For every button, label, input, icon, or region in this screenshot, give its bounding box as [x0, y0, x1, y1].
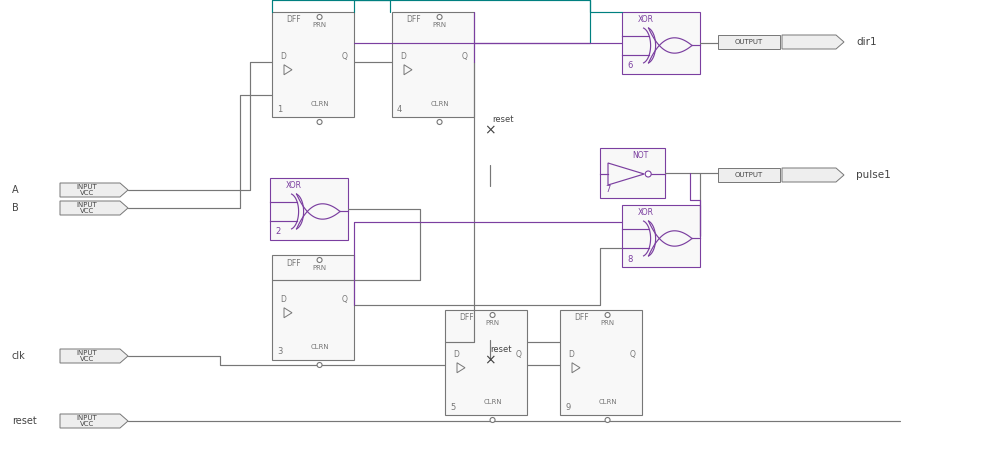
- Text: XOR: XOR: [286, 181, 302, 191]
- Bar: [718, 168, 780, 182]
- Text: dir1: dir1: [856, 37, 877, 47]
- Circle shape: [437, 120, 442, 125]
- Text: 7: 7: [605, 186, 610, 194]
- Text: D: D: [453, 350, 459, 359]
- Text: PRN: PRN: [432, 22, 447, 28]
- Text: Q: Q: [342, 295, 348, 304]
- Bar: [445, 310, 527, 415]
- Text: D: D: [280, 295, 286, 304]
- Text: pulse1: pulse1: [856, 170, 891, 180]
- Polygon shape: [60, 414, 128, 428]
- Text: CLRN: CLRN: [598, 399, 617, 405]
- Bar: [622, 12, 700, 74]
- Text: D: D: [280, 52, 286, 60]
- Circle shape: [490, 418, 495, 423]
- Circle shape: [605, 418, 610, 423]
- Text: PRN: PRN: [312, 22, 327, 28]
- Circle shape: [605, 312, 610, 318]
- Text: ×: ×: [484, 353, 496, 367]
- Text: DFF: DFF: [286, 259, 301, 267]
- Circle shape: [437, 14, 442, 20]
- Text: A: A: [12, 185, 19, 195]
- Text: CLRN: CLRN: [310, 344, 329, 350]
- Text: OUTPUT: OUTPUT: [735, 39, 763, 45]
- Text: reset: reset: [12, 416, 37, 426]
- Text: NOT: NOT: [632, 152, 648, 160]
- Circle shape: [645, 171, 651, 177]
- Text: VCC: VCC: [80, 421, 94, 427]
- Text: 3: 3: [277, 347, 282, 357]
- Text: Q: Q: [630, 350, 636, 359]
- Text: B: B: [12, 203, 19, 213]
- Text: CLRN: CLRN: [430, 101, 449, 107]
- Text: DFF: DFF: [574, 313, 589, 323]
- Text: INPUT: INPUT: [77, 415, 98, 421]
- Text: CLRN: CLRN: [310, 101, 329, 107]
- Circle shape: [317, 363, 322, 367]
- Circle shape: [317, 14, 322, 20]
- Bar: [622, 205, 700, 267]
- Text: 1: 1: [277, 105, 282, 113]
- Text: INPUT: INPUT: [77, 202, 98, 208]
- Text: OUTPUT: OUTPUT: [735, 172, 763, 178]
- Text: DFF: DFF: [406, 15, 421, 25]
- Circle shape: [490, 312, 495, 318]
- Text: clk: clk: [12, 351, 26, 361]
- Bar: [270, 178, 348, 240]
- Polygon shape: [60, 183, 128, 197]
- Circle shape: [317, 258, 322, 263]
- Text: D: D: [400, 52, 406, 60]
- Text: Q: Q: [515, 350, 521, 359]
- Text: VCC: VCC: [80, 356, 94, 362]
- Text: reset: reset: [490, 345, 512, 354]
- Text: D: D: [568, 350, 574, 359]
- Text: CLRN: CLRN: [483, 399, 502, 405]
- Bar: [272, 255, 354, 360]
- Text: DFF: DFF: [286, 15, 301, 25]
- Bar: [272, 12, 354, 117]
- Text: INPUT: INPUT: [77, 184, 98, 190]
- Text: 4: 4: [397, 105, 402, 113]
- Polygon shape: [782, 168, 844, 182]
- Text: ×: ×: [484, 123, 496, 137]
- Text: PRN: PRN: [312, 265, 327, 271]
- Text: Q: Q: [462, 52, 468, 60]
- Text: 9: 9: [565, 403, 570, 412]
- Text: DFF: DFF: [459, 313, 474, 323]
- Text: XOR: XOR: [638, 208, 654, 218]
- Text: VCC: VCC: [80, 190, 94, 196]
- Text: 5: 5: [450, 403, 455, 412]
- Text: VCC: VCC: [80, 208, 94, 214]
- Text: INPUT: INPUT: [77, 350, 98, 356]
- Text: Q: Q: [342, 52, 348, 60]
- Circle shape: [317, 120, 322, 125]
- Bar: [718, 35, 780, 49]
- Text: PRN: PRN: [600, 320, 615, 326]
- Text: reset: reset: [492, 115, 514, 125]
- Bar: [392, 12, 474, 117]
- Polygon shape: [60, 349, 128, 363]
- Bar: [560, 310, 642, 415]
- Text: 6: 6: [627, 61, 632, 71]
- Text: XOR: XOR: [638, 15, 654, 25]
- Polygon shape: [782, 35, 844, 49]
- Text: 8: 8: [627, 254, 632, 264]
- Text: 2: 2: [275, 227, 280, 237]
- Polygon shape: [60, 201, 128, 215]
- Bar: [600, 148, 665, 198]
- Text: PRN: PRN: [485, 320, 500, 326]
